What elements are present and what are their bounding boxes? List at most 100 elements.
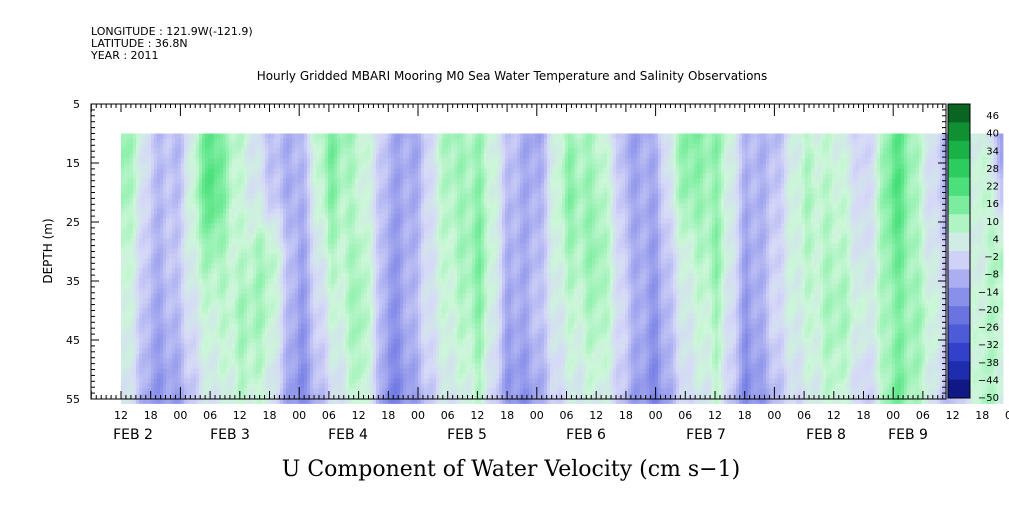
heatmap-cell	[307, 368, 311, 374]
heatmap-cell	[193, 368, 197, 374]
heatmap-cell	[157, 218, 161, 224]
heatmap-cell	[361, 313, 365, 319]
heatmap-cell	[292, 258, 296, 264]
heatmap-cell	[322, 198, 326, 204]
heatmap-cell	[196, 268, 200, 274]
heatmap-cell	[169, 143, 173, 149]
heatmap-cell	[274, 253, 278, 259]
heatmap-cell	[331, 363, 335, 369]
heatmap-cell	[208, 133, 212, 139]
heatmap-cell	[250, 388, 254, 394]
heatmap-cell	[154, 198, 158, 204]
heatmap-cell	[160, 253, 164, 259]
heatmap-cell	[232, 378, 236, 384]
heatmap-cell	[166, 383, 170, 389]
heatmap-cell	[319, 273, 323, 279]
heatmap-cell	[169, 203, 173, 209]
heatmap-cell	[181, 368, 185, 374]
heatmap-cell	[160, 178, 164, 184]
heatmap-cell	[346, 378, 350, 384]
heatmap-cell	[388, 223, 392, 229]
heatmap-cell	[160, 313, 164, 319]
heatmap-cell	[286, 178, 290, 184]
heatmap-cell	[352, 343, 356, 349]
heatmap-cell	[181, 283, 185, 289]
heatmap-cell	[307, 148, 311, 154]
heatmap-cell	[298, 398, 302, 404]
heatmap-cell	[292, 298, 296, 304]
heatmap-cell	[337, 148, 341, 154]
heatmap-cell	[202, 358, 206, 364]
heatmap-cell	[247, 138, 251, 144]
heatmap-cell	[133, 158, 137, 164]
heatmap-cell	[244, 228, 248, 234]
heatmap-cell	[274, 318, 278, 324]
heatmap-cell	[124, 263, 128, 269]
heatmap-cell	[190, 358, 194, 364]
heatmap-cell	[214, 373, 218, 379]
heatmap-cell	[256, 238, 260, 244]
heatmap-cell	[313, 213, 317, 219]
heatmap-cell	[337, 188, 341, 194]
heatmap-cell	[169, 168, 173, 174]
heatmap-cell	[265, 203, 269, 209]
heatmap-cell	[328, 308, 332, 314]
heatmap-cell	[250, 183, 254, 189]
heatmap-cell	[397, 183, 401, 189]
heatmap-cell	[304, 203, 308, 209]
heatmap-cell	[391, 248, 395, 254]
heatmap-cell	[142, 288, 146, 294]
heatmap-cell	[328, 203, 332, 209]
heatmap-cell	[226, 233, 230, 239]
heatmap-cell	[283, 268, 287, 274]
heatmap-cell	[394, 228, 398, 234]
heatmap-cell	[364, 153, 368, 159]
heatmap-cell	[223, 138, 227, 144]
heatmap-cell	[286, 388, 290, 394]
heatmap-cell	[148, 248, 152, 254]
heatmap-cell	[247, 323, 251, 329]
heatmap-cell	[376, 303, 380, 309]
heatmap-cell	[136, 328, 140, 334]
heatmap-cell	[214, 228, 218, 234]
heatmap-cell	[286, 293, 290, 299]
heatmap-cell	[394, 273, 398, 279]
heatmap-cell	[190, 353, 194, 359]
heatmap-cell	[268, 318, 272, 324]
heatmap-cell	[301, 323, 305, 329]
heatmap-cell	[178, 243, 182, 249]
heatmap-cell	[169, 133, 173, 139]
heatmap-cell	[322, 223, 326, 229]
heatmap-cell	[361, 233, 365, 239]
heatmap-cell	[286, 348, 290, 354]
heatmap-cell	[295, 223, 299, 229]
heatmap-cell	[136, 353, 140, 359]
heatmap-cell	[223, 203, 227, 209]
heatmap-cell	[163, 153, 167, 159]
heatmap-cell	[256, 318, 260, 324]
heatmap-cell	[166, 263, 170, 269]
heatmap-cell	[292, 153, 296, 159]
heatmap-cell	[322, 298, 326, 304]
heatmap-cell	[214, 238, 218, 244]
heatmap-cell	[256, 203, 260, 209]
heatmap-cell	[370, 338, 374, 344]
heatmap-cell	[208, 193, 212, 199]
heatmap-cell	[289, 223, 293, 229]
heatmap-cell	[271, 313, 275, 319]
heatmap-cell	[256, 198, 260, 204]
heatmap-cell	[319, 353, 323, 359]
heatmap-cell	[382, 363, 386, 369]
heatmap-cell	[241, 393, 245, 399]
heatmap-cell	[133, 308, 137, 314]
heatmap-cell	[295, 343, 299, 349]
heatmap-cell	[172, 258, 176, 264]
heatmap-cell	[328, 213, 332, 219]
heatmap-cell	[232, 253, 236, 259]
heatmap-cell	[337, 363, 341, 369]
heatmap-cell	[277, 208, 281, 214]
heatmap-cell	[181, 148, 185, 154]
heatmap-cell	[289, 333, 293, 339]
heatmap-cell	[361, 193, 365, 199]
heatmap-cell	[376, 388, 380, 394]
